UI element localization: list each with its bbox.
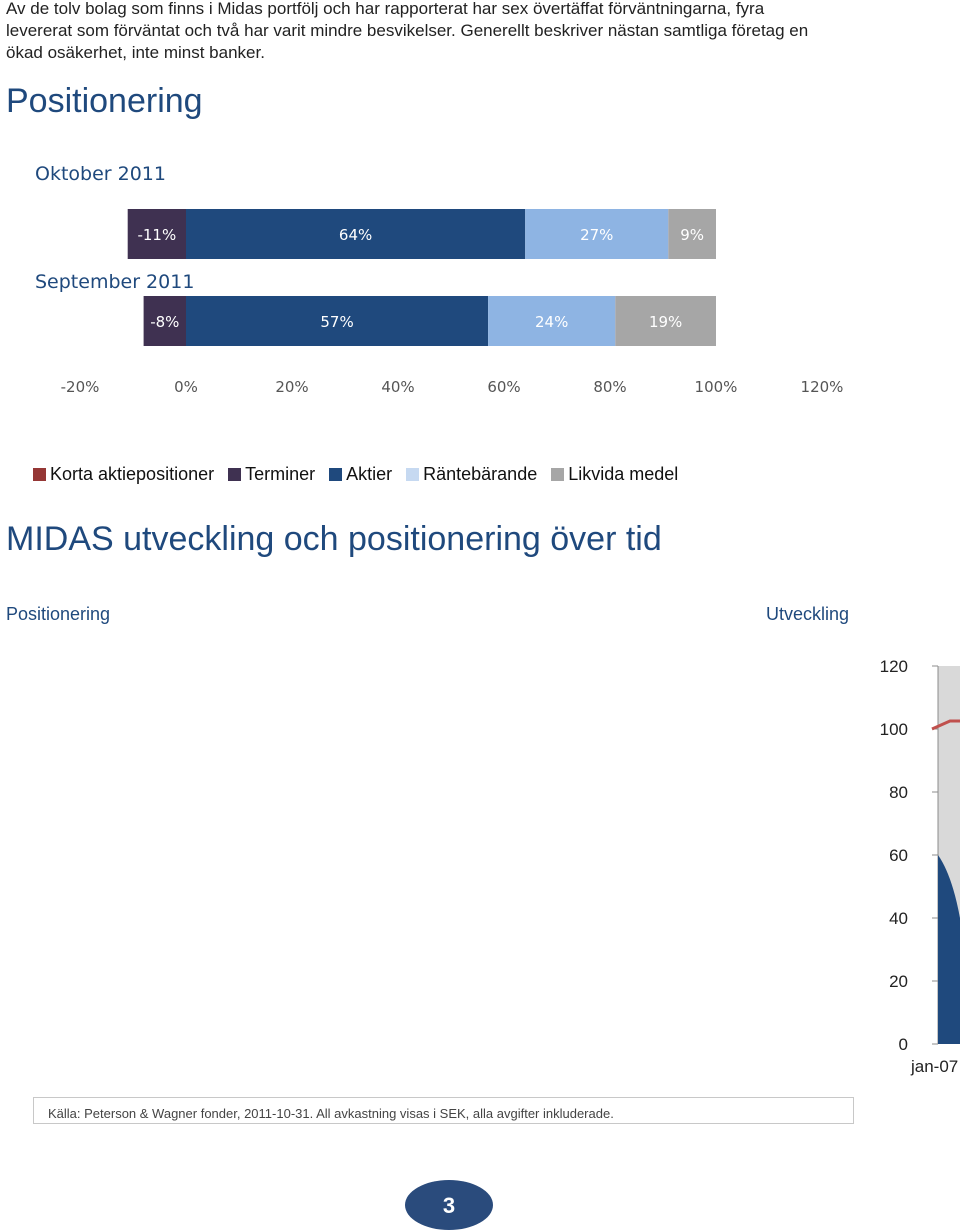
legend-swatch-likvida: [551, 467, 565, 481]
legend-item: Aktier: [329, 464, 392, 485]
data-label: -8%: [150, 313, 179, 331]
y-tick-label: 0: [899, 1035, 908, 1054]
subtitle-positionering: Positionering: [6, 604, 111, 624]
intro-line: levererat som förväntat och två har vari…: [6, 21, 809, 40]
x-tick-label: 40%: [381, 378, 414, 396]
data-label: 64%: [339, 226, 372, 244]
category-label: September 2011: [35, 271, 194, 293]
legend-label: Terminer: [245, 463, 316, 484]
legend-swatch-rantebarande: [406, 467, 420, 481]
legend-item: Terminer: [228, 464, 315, 485]
section-title-positionering: Positionering: [6, 82, 203, 120]
positioning-bar-chart: Oktober 2011 -11% 64% 27% 9% September 2011 -8…: [35, 163, 844, 396]
bar-segment: [525, 209, 669, 259]
bar-segment: [488, 296, 616, 346]
bar-segment: [615, 296, 716, 346]
intro-line: Av de tolv bolag som finns i Midas portf…: [6, 0, 765, 18]
source-text: Källa: Peterson & Wagner fonder, 2011-10…: [48, 1106, 614, 1121]
plot-area: [938, 666, 960, 1044]
legend-label: Aktier: [346, 463, 393, 484]
data-label: 9%: [680, 226, 704, 244]
legend-item: Korta aktiepositioner: [33, 464, 214, 485]
section-title-midas: MIDAS utveckling och positionering över …: [6, 520, 662, 558]
category-label: Oktober 2011: [35, 163, 166, 185]
bar-segment: [186, 296, 489, 346]
y-tick-label: 80: [889, 783, 908, 802]
x-tick-label: 60%: [487, 378, 520, 396]
line-series: [931, 719, 960, 731]
area-series: [938, 855, 960, 1044]
data-label: 27%: [580, 226, 613, 244]
intro-line: ökad osäkerhet, inte minst banker.: [6, 43, 265, 62]
x-tick-label: jan-07: [910, 1057, 958, 1076]
x-tick-label: 100%: [695, 378, 738, 396]
page-number-badge: 3: [405, 1180, 493, 1230]
legend-swatch-aktier: [329, 467, 343, 481]
data-label: 24%: [535, 313, 568, 331]
legend-swatch-terminer: [228, 467, 242, 481]
legend-label: Korta aktiepositioner: [50, 463, 215, 484]
data-label: -11%: [137, 226, 176, 244]
bar-segment: [143, 296, 186, 346]
x-tick-label: 0%: [174, 378, 198, 396]
y-tick-label: 20: [889, 972, 908, 991]
subtitle-utveckling: Utveckling: [766, 604, 850, 624]
y-tick-label: 100: [880, 720, 908, 739]
x-tick-label: -20%: [61, 378, 100, 396]
data-label: 19%: [649, 313, 682, 331]
legend-item: Likvida medel: [551, 464, 678, 485]
legend-swatch-korta: [33, 467, 46, 481]
bar-segment: [186, 209, 526, 259]
x-tick-label: 120%: [801, 378, 844, 396]
intro-paragraph: Av de tolv bolag som finns i Midas portf…: [6, 0, 906, 64]
bar-segment: [127, 209, 186, 259]
y-tick-label: 60: [889, 846, 908, 865]
bar-segment: [668, 209, 716, 259]
legend-label: Likvida medel: [568, 463, 679, 484]
legend-label: Räntebärande: [423, 463, 538, 484]
y-tick-label: 40: [889, 909, 908, 928]
source-note: Källa: Peterson & Wagner fonder, 2011-10…: [33, 1097, 854, 1124]
y-tick-label: 120: [880, 657, 908, 676]
chart-legend: Korta aktiepositioner Terminer Aktier Rä…: [33, 462, 692, 486]
data-label: 57%: [320, 313, 353, 331]
legend-item: Räntebärande: [406, 464, 537, 485]
x-tick-label: 80%: [593, 378, 626, 396]
x-tick-label: 20%: [275, 378, 308, 396]
